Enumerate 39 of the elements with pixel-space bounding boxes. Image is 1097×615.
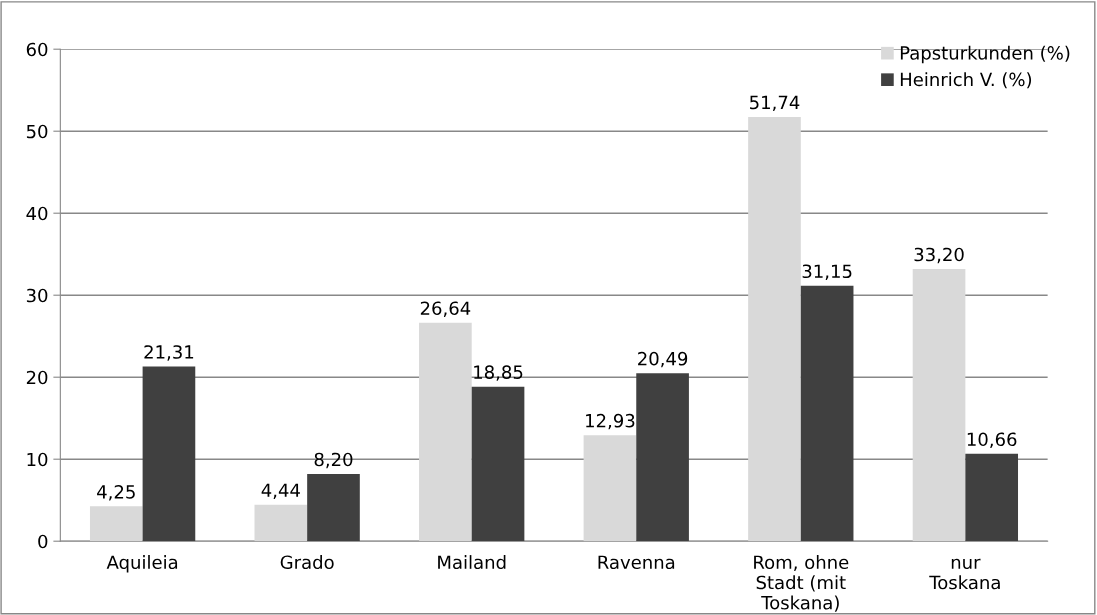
y-tick-label: 20	[26, 370, 48, 385]
x-tick-label: Ravenna	[598, 555, 675, 570]
data-label: 4,44	[261, 483, 300, 499]
data-label: 4,25	[97, 485, 135, 501]
data-label: 26,64	[420, 301, 471, 317]
data-label: 8,20	[314, 452, 353, 469]
bar	[912, 268, 966, 542]
y-tick-label: 40	[26, 206, 48, 221]
y-tick-label: 60	[26, 42, 48, 57]
bar	[307, 473, 360, 542]
bar	[583, 435, 637, 542]
data-label: 18,85	[474, 365, 523, 381]
data-label: 10,66	[967, 432, 1017, 448]
legend-label: Heinrich V. (%)	[900, 72, 1032, 89]
y-tick-label: 30	[26, 288, 48, 303]
y-tick-label: 10	[27, 452, 48, 467]
bar	[748, 116, 801, 542]
bar	[636, 373, 689, 542]
y-tick-label: 0	[38, 534, 48, 549]
x-tick-label: Grado	[280, 555, 334, 570]
bar	[419, 322, 472, 542]
bar	[254, 504, 308, 542]
bar	[142, 366, 196, 542]
x-tick-label: Aquileia	[106, 555, 178, 573]
bar	[89, 506, 143, 542]
data-label: 31,15	[802, 264, 852, 280]
bar	[965, 453, 1019, 542]
legend-label: Papsturkunden (%)	[900, 45, 1070, 64]
x-tick-label: nur Toskana	[929, 558, 1000, 590]
data-label: 51,74	[750, 95, 800, 112]
y-tick-label: 50	[26, 124, 48, 139]
data-label: 20,49	[638, 351, 688, 368]
data-label: 21,31	[144, 345, 194, 361]
x-tick-label: Mailand	[438, 555, 506, 570]
x-tick-label: Rom, ohne Stadt (mit Toskana)	[754, 555, 849, 612]
bar	[800, 285, 854, 542]
bar	[471, 386, 525, 542]
data-label: 12,93	[586, 413, 635, 430]
data-label: 33,20	[914, 247, 964, 264]
